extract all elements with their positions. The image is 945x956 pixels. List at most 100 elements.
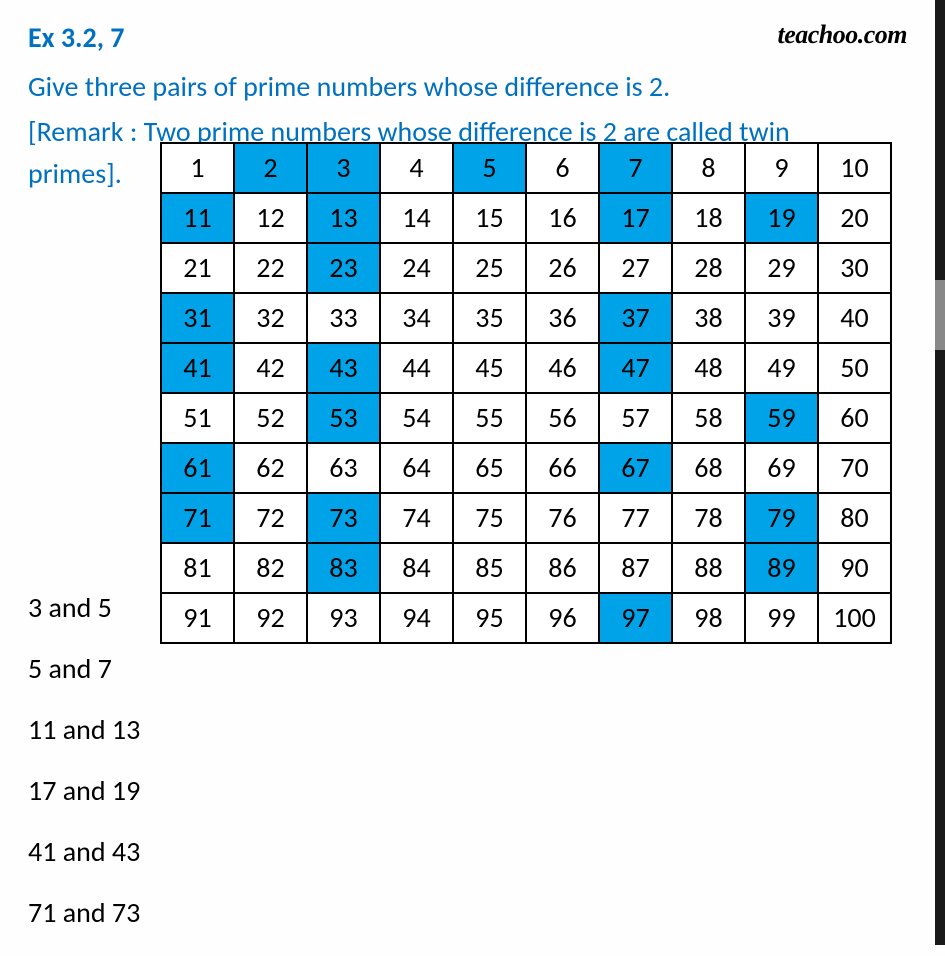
grid-cell: 33 [307, 293, 380, 343]
grid-cell: 16 [526, 193, 599, 243]
answer-item: 71 and 73 [28, 895, 140, 930]
grid-cell: 59 [745, 393, 818, 443]
grid-cell: 23 [307, 243, 380, 293]
grid-cell: 80 [818, 493, 891, 543]
grid-cell: 63 [307, 443, 380, 493]
number-grid: 1234567891011121314151617181920212223242… [160, 142, 892, 644]
grid-cell: 100 [818, 593, 891, 643]
grid-cell: 50 [818, 343, 891, 393]
grid-cell: 64 [380, 443, 453, 493]
exercise-title: Ex 3.2, 7 [28, 20, 124, 55]
grid-cell: 84 [380, 543, 453, 593]
grid-cell: 36 [526, 293, 599, 343]
grid-cell: 25 [453, 243, 526, 293]
grid-cell: 41 [161, 343, 234, 393]
grid-cell: 97 [599, 593, 672, 643]
answer-item: 41 and 43 [28, 834, 140, 869]
grid-cell: 54 [380, 393, 453, 443]
grid-cell: 78 [672, 493, 745, 543]
grid-cell: 1 [161, 143, 234, 193]
grid-cell: 81 [161, 543, 234, 593]
grid-cell: 2 [234, 143, 307, 193]
grid-cell: 56 [526, 393, 599, 443]
grid-cell: 90 [818, 543, 891, 593]
answer-item: 5 and 7 [28, 651, 140, 686]
grid-cell: 3 [307, 143, 380, 193]
grid-cell: 20 [818, 193, 891, 243]
grid-cell: 17 [599, 193, 672, 243]
grid-cell: 37 [599, 293, 672, 343]
grid-cell: 28 [672, 243, 745, 293]
answer-list: 3 and 55 and 711 and 1317 and 1941 and 4… [28, 590, 140, 956]
grid-cell: 96 [526, 593, 599, 643]
grid-cell: 89 [745, 543, 818, 593]
grid-cell: 13 [307, 193, 380, 243]
grid-cell: 51 [161, 393, 234, 443]
grid-cell: 94 [380, 593, 453, 643]
grid-cell: 9 [745, 143, 818, 193]
grid-cell: 79 [745, 493, 818, 543]
grid-cell: 46 [526, 343, 599, 393]
grid-cell: 24 [380, 243, 453, 293]
grid-cell: 75 [453, 493, 526, 543]
grid-cell: 66 [526, 443, 599, 493]
grid-cell: 58 [672, 393, 745, 443]
grid-cell: 12 [234, 193, 307, 243]
grid-cell: 99 [745, 593, 818, 643]
grid-cell: 8 [672, 143, 745, 193]
grid-cell: 93 [307, 593, 380, 643]
grid-cell: 71 [161, 493, 234, 543]
grid-cell: 69 [745, 443, 818, 493]
grid-cell: 95 [453, 593, 526, 643]
grid-cell: 31 [161, 293, 234, 343]
grid-cell: 18 [672, 193, 745, 243]
remark-line-2: primes]. [28, 156, 122, 191]
grid-cell: 76 [526, 493, 599, 543]
grid-cell: 49 [745, 343, 818, 393]
grid-cell: 40 [818, 293, 891, 343]
grid-cell: 91 [161, 593, 234, 643]
grid-cell: 29 [745, 243, 818, 293]
grid-cell: 74 [380, 493, 453, 543]
content-area: [Remark : Two prime numbers whose differ… [0, 110, 945, 155]
grid-cell: 62 [234, 443, 307, 493]
grid-cell: 82 [234, 543, 307, 593]
grid-cell: 11 [161, 193, 234, 243]
grid-cell: 60 [818, 393, 891, 443]
grid-cell: 26 [526, 243, 599, 293]
grid-cell: 57 [599, 393, 672, 443]
grid-cell: 19 [745, 193, 818, 243]
grid-cell: 92 [234, 593, 307, 643]
prime-table: 1234567891011121314151617181920212223242… [160, 142, 892, 644]
grid-cell: 42 [234, 343, 307, 393]
grid-cell: 4 [380, 143, 453, 193]
grid-cell: 53 [307, 393, 380, 443]
side-strip [935, 0, 945, 945]
site-logo: teachoo.com [777, 20, 907, 50]
grid-cell: 5 [453, 143, 526, 193]
grid-cell: 48 [672, 343, 745, 393]
grid-cell: 55 [453, 393, 526, 443]
grid-cell: 27 [599, 243, 672, 293]
grid-cell: 98 [672, 593, 745, 643]
grid-cell: 68 [672, 443, 745, 493]
grid-cell: 65 [453, 443, 526, 493]
grid-cell: 45 [453, 343, 526, 393]
grid-cell: 73 [307, 493, 380, 543]
grid-cell: 35 [453, 293, 526, 343]
grid-cell: 52 [234, 393, 307, 443]
grid-cell: 7 [599, 143, 672, 193]
grid-cell: 6 [526, 143, 599, 193]
grid-cell: 38 [672, 293, 745, 343]
grid-cell: 30 [818, 243, 891, 293]
grid-cell: 88 [672, 543, 745, 593]
grid-cell: 87 [599, 543, 672, 593]
grid-cell: 83 [307, 543, 380, 593]
grid-cell: 32 [234, 293, 307, 343]
question-text: Give three pairs of prime numbers whose … [0, 55, 945, 110]
grid-cell: 85 [453, 543, 526, 593]
grid-cell: 10 [818, 143, 891, 193]
grid-cell: 14 [380, 193, 453, 243]
grid-cell: 86 [526, 543, 599, 593]
grid-cell: 39 [745, 293, 818, 343]
